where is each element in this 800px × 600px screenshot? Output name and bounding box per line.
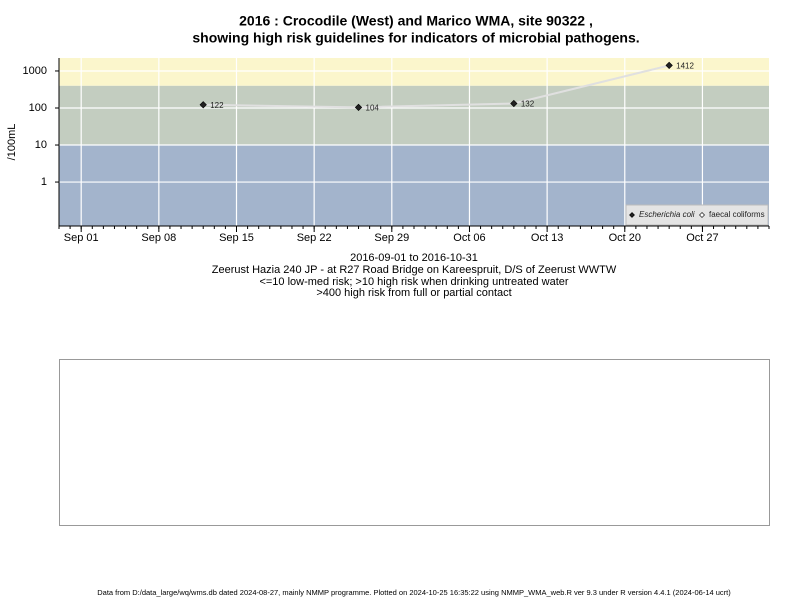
y-tick-label: 100 (29, 102, 47, 114)
point (199, 101, 207, 109)
y-axis-label: /100mL (6, 124, 18, 161)
x-tick-label: Oct 27 (686, 232, 718, 244)
x-tick-label: Sep 01 (64, 232, 99, 244)
legend-label: faecal coliforms (709, 210, 765, 219)
chart-title: 2016 : Crocodile (West) and Marico WMA, … (239, 13, 593, 29)
series-line (203, 64, 670, 109)
risk-band (59, 85, 769, 146)
legend-marker (699, 212, 705, 218)
y-tick-label: 1000 (23, 65, 47, 77)
y-tick-label: 10 (35, 139, 47, 151)
y-tick-label: 1 (41, 176, 47, 188)
x-tick-label: Sep 29 (374, 232, 409, 244)
value-label: 132 (521, 100, 535, 109)
legend-label: Escherichia coli (639, 210, 695, 219)
value-label: 104 (366, 103, 380, 112)
legend-marker (629, 212, 635, 218)
x-tick-label: Sep 15 (219, 232, 254, 244)
caption: >400 high risk from full or partial cont… (316, 287, 511, 299)
empty-panel (59, 359, 770, 526)
x-tick-label: Sep 08 (141, 232, 176, 244)
point (665, 61, 673, 70)
value-label: 1412 (676, 62, 694, 71)
x-tick-label: Oct 20 (609, 232, 641, 244)
caption: <=10 low-med risk; >10 high risk when dr… (259, 276, 568, 288)
point (510, 99, 518, 108)
legend-box (625, 204, 769, 226)
caption: Zeerust Hazia 240 JP - at R27 Road Bridg… (212, 264, 617, 276)
x-tick-label: Oct 13 (531, 232, 563, 244)
risk-band (59, 58, 769, 86)
footer: Data from D:/data_large/wq/wms.db dated … (97, 588, 731, 597)
x-tick-label: Sep 22 (297, 232, 332, 244)
chart-subtitle: showing high risk guidelines for indicat… (192, 30, 639, 46)
value-label: 122 (210, 101, 224, 110)
point (354, 103, 363, 111)
x-tick-label: Oct 06 (453, 232, 485, 244)
caption: 2016-09-01 to 2016-10-31 (350, 252, 478, 264)
